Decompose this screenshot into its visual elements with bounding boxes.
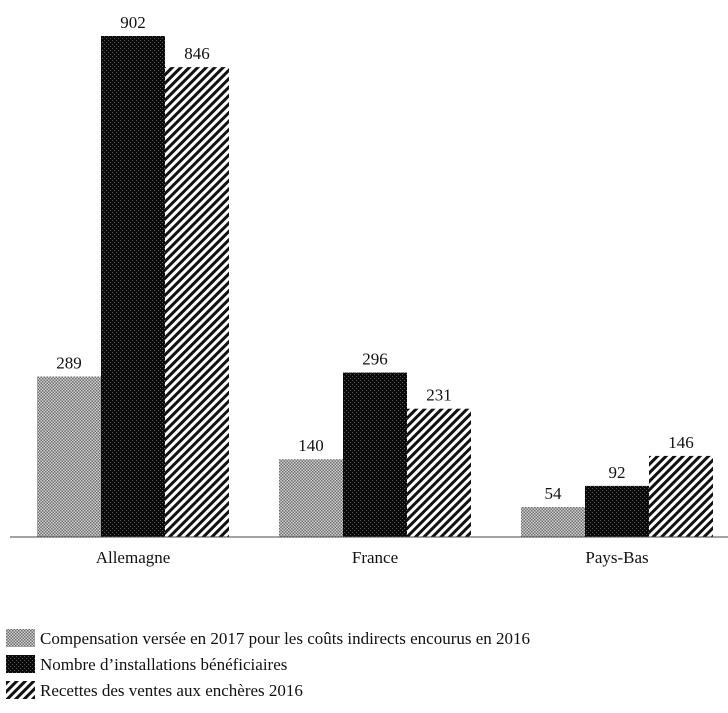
legend-label: Nombre d’installations bénéficiaires — [40, 655, 287, 674]
x-tick-labels: Allemagne France Pays-Bas — [96, 548, 649, 567]
bar-france-series-3 — [407, 408, 471, 537]
bar-france-series-2 — [343, 372, 407, 537]
bar-pays-bas-series-2 — [585, 485, 649, 537]
data-label: 54 — [545, 484, 563, 503]
value-labels-group: 289 902 846 140 296 231 54 92 146 — [56, 13, 694, 503]
legend-swatch — [6, 655, 35, 673]
x-tick-label: Pays-Bas — [585, 548, 648, 567]
bar-allemagne-series-1 — [37, 376, 101, 537]
bar-allemagne-series-2 — [101, 36, 165, 537]
legend-swatch — [6, 681, 35, 699]
data-label: 296 — [362, 350, 388, 369]
legend: Compensation versée en 2017 pour les coû… — [6, 629, 530, 700]
bar-pays-bas-series-3 — [649, 455, 713, 537]
data-label: 289 — [56, 353, 82, 372]
bar-allemagne-series-3 — [165, 67, 229, 537]
data-label: 846 — [184, 44, 210, 63]
bar-pays-bas-series-1 — [521, 507, 585, 537]
legend-swatch — [6, 629, 35, 647]
legend-label: Recettes des ventes aux enchères 2016 — [40, 681, 303, 700]
legend-label: Compensation versée en 2017 pour les coû… — [40, 629, 530, 648]
data-label: 231 — [426, 386, 452, 405]
x-tick-label: Allemagne — [96, 548, 171, 567]
bar-france-series-1 — [279, 459, 343, 537]
data-label: 146 — [668, 433, 694, 452]
bars-group — [37, 36, 713, 537]
x-tick-label: France — [352, 548, 398, 567]
data-label: 92 — [609, 463, 626, 482]
data-label: 140 — [298, 436, 324, 455]
data-label: 902 — [120, 13, 146, 32]
